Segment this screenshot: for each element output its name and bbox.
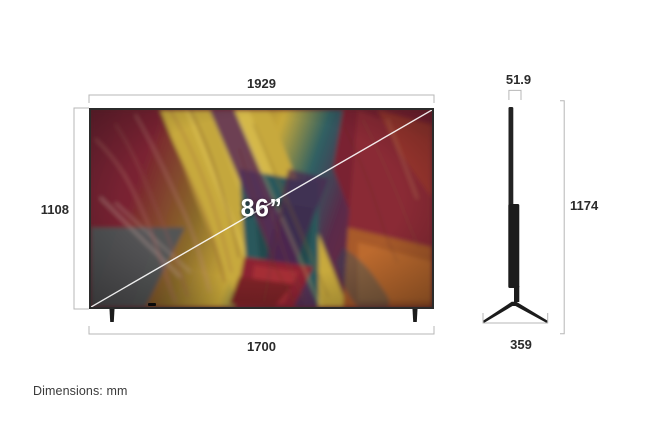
svg-text:359: 359 bbox=[510, 337, 532, 352]
svg-text:51.9: 51.9 bbox=[506, 72, 531, 87]
svg-text:1174: 1174 bbox=[570, 198, 599, 213]
